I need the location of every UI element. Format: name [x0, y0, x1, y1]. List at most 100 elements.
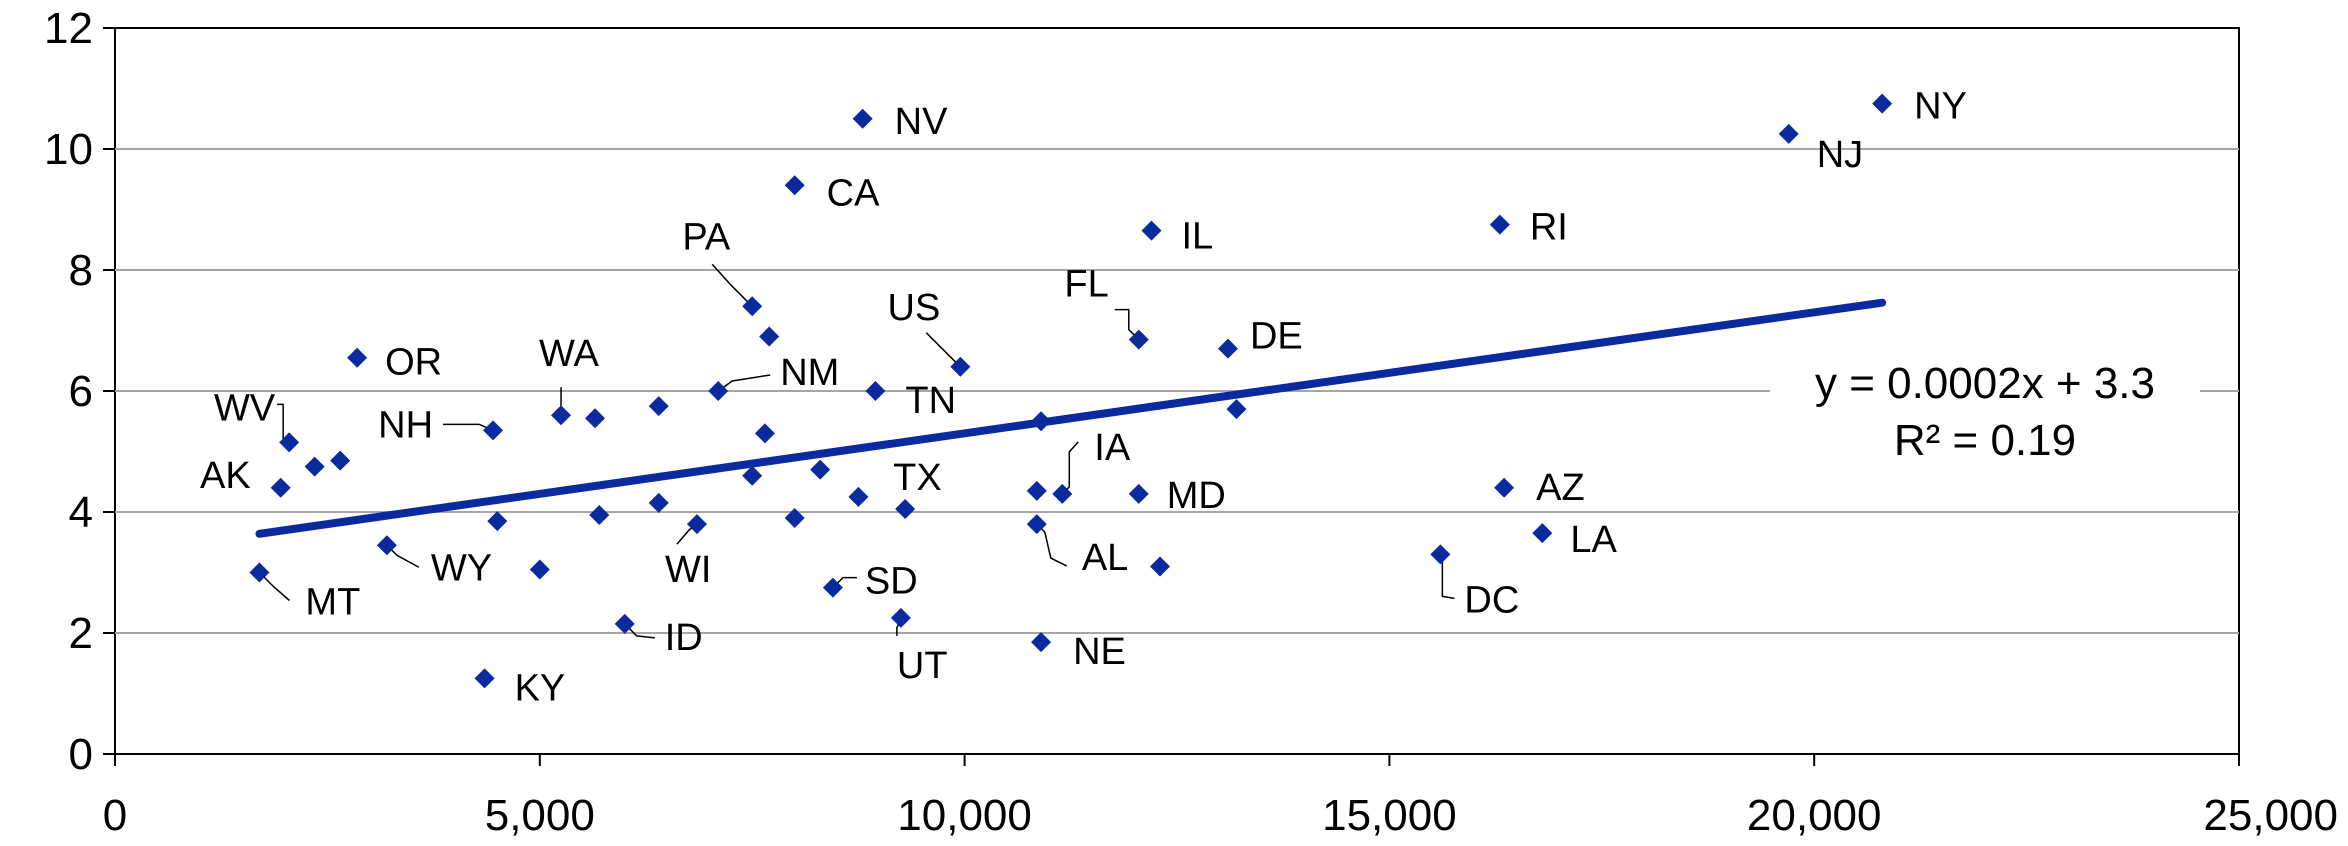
data-point-22	[754, 423, 775, 444]
data-point-la	[1532, 523, 1553, 544]
point-label-nj: NJ	[1817, 134, 1863, 176]
point-label-ca: CA	[827, 172, 880, 214]
data-point-mt	[249, 562, 270, 583]
point-labels: NY NJ NV CA IL RI PA FL US DE OR NM TN WA NH WV AK IA TX MD…	[200, 86, 1967, 710]
trendline-equation-box: y = 0.0002x + 3.3 R² = 0.19	[1770, 352, 2200, 472]
data-point-ca	[784, 175, 805, 196]
data-point-wv	[279, 432, 300, 453]
x-tick-label: 10,000	[897, 791, 1032, 840]
data-point-26	[742, 465, 763, 486]
data-point-wa	[551, 405, 572, 426]
point-label-ut: UT	[897, 645, 948, 687]
data-point-39	[784, 508, 805, 529]
data-point-30	[1026, 480, 1047, 501]
point-label-ia: IA	[1094, 427, 1131, 469]
trendline-group	[255, 298, 1887, 538]
data-point-ri	[1489, 214, 1510, 235]
data-point-42	[1150, 556, 1171, 577]
data-points	[249, 93, 1893, 689]
x-tick-label: 25,000	[2203, 791, 2338, 840]
data-point-tx	[895, 498, 916, 519]
data-point-ut	[890, 607, 911, 628]
data-point-sd	[822, 577, 843, 598]
point-label-ne: NE	[1073, 631, 1126, 673]
data-point-ia	[1052, 483, 1073, 504]
data-point-41	[529, 559, 550, 580]
point-label-wy: WY	[431, 547, 492, 589]
x-tick-label: 20,000	[1747, 791, 1882, 840]
point-label-md: MD	[1167, 475, 1226, 517]
x-tick-label: 15,000	[1322, 791, 1457, 840]
data-point-20	[330, 450, 351, 471]
data-point-35	[487, 511, 508, 532]
point-label-wi: WI	[665, 549, 711, 591]
data-point-23	[1031, 411, 1052, 432]
gridlines	[115, 148, 2239, 634]
point-label-ky: KY	[515, 667, 566, 709]
point-label-tn: TN	[905, 380, 956, 422]
point-label-us: US	[888, 287, 941, 329]
data-point-nm	[708, 381, 729, 401]
data-point-il	[1141, 220, 1162, 241]
y-tick-label: 2	[69, 609, 93, 658]
data-point-ak	[270, 477, 291, 498]
axes: 0 2 4 6 8 10 12 0 5,000 10,000 15,000 20,000 25,000	[44, 4, 2338, 840]
data-point-wy	[376, 535, 397, 556]
x-tick-label: 5,000	[485, 791, 595, 840]
data-point-nh	[483, 420, 504, 441]
data-point-md	[1128, 483, 1149, 504]
y-tick-label: 12	[44, 4, 93, 53]
trendline-equation: y = 0.0002x + 3.3	[1815, 359, 2155, 408]
point-label-ny: NY	[1914, 86, 1967, 128]
point-label-ak: AK	[200, 455, 251, 497]
data-point-24	[1226, 399, 1247, 420]
point-label-nm: NM	[780, 352, 839, 394]
leader-line-us	[925, 332, 961, 368]
point-label-wv: WV	[214, 387, 276, 429]
data-point-nv	[852, 108, 873, 129]
y-tick-label: 0	[69, 730, 93, 779]
x-tick-label: 0	[103, 791, 127, 840]
point-label-ri: RI	[1530, 207, 1568, 249]
data-point-28	[848, 486, 869, 507]
data-point-ny	[1872, 93, 1893, 114]
point-label-or: OR	[385, 342, 442, 384]
data-point-36	[589, 505, 610, 526]
data-point-al	[1026, 514, 1047, 535]
point-label-il: IL	[1182, 216, 1214, 258]
trendline	[255, 298, 1887, 538]
trendline-r-squared: R² = 0.19	[1894, 416, 2076, 465]
point-label-nh: NH	[378, 404, 433, 446]
data-point-pa	[742, 296, 763, 317]
data-point-fl	[1128, 329, 1149, 350]
point-label-az: AZ	[1536, 467, 1585, 509]
point-label-id: ID	[665, 617, 703, 659]
data-point-15	[585, 408, 606, 429]
point-label-de: DE	[1250, 316, 1303, 358]
y-tick-label: 10	[44, 125, 93, 174]
data-point-dc	[1430, 544, 1451, 565]
data-point-ky	[474, 668, 495, 689]
data-point-37	[648, 492, 669, 513]
point-label-mt: MT	[305, 582, 360, 624]
point-label-al: AL	[1082, 537, 1128, 579]
data-point-wi	[686, 514, 707, 535]
data-point-16	[648, 396, 669, 417]
leader-line-pa	[711, 263, 753, 307]
point-label-dc: DC	[1464, 579, 1519, 621]
point-label-la: LA	[1570, 519, 1617, 561]
point-label-fl: FL	[1064, 264, 1108, 306]
data-point-de	[1217, 338, 1238, 359]
data-point-27	[810, 459, 831, 480]
point-label-nv: NV	[895, 101, 948, 143]
data-point-id	[614, 613, 635, 634]
data-point-nj	[1778, 123, 1799, 144]
point-label-tx: TX	[893, 457, 942, 499]
y-tick-label: 8	[69, 246, 93, 295]
point-label-pa: PA	[682, 216, 731, 258]
data-point-11	[759, 326, 780, 347]
point-label-sd: SD	[865, 561, 918, 603]
point-label-wa: WA	[539, 333, 599, 375]
data-point-az	[1494, 477, 1515, 498]
